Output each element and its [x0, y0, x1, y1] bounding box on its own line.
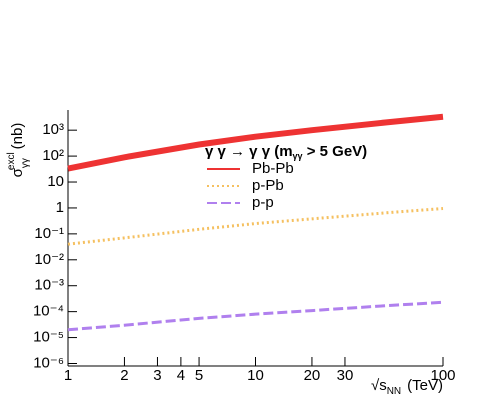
x-tick-label: 2	[120, 367, 128, 384]
series-line	[67, 113, 444, 172]
y-label-sub: γγ	[20, 158, 31, 168]
legend-title-sub: γγ	[293, 151, 303, 161]
y-tick-label: 1	[56, 199, 64, 216]
series-line	[67, 300, 444, 332]
legend-title: γ γ → γ γ (mγγ > 5 GeV)	[205, 143, 367, 161]
y-label-symbol: σ	[9, 167, 26, 177]
legend-title-main: γ γ → γ γ (m	[205, 143, 293, 160]
series-line	[67, 207, 444, 246]
x-label-unit: (TeV)	[407, 377, 443, 394]
x-tick-label: 4	[177, 367, 185, 384]
x-tick-label: 30	[337, 367, 354, 384]
y-axis-label: σγγexcl (nb)	[6, 123, 31, 178]
x-label-root: √s	[371, 377, 387, 394]
x-tick-label: 1	[64, 367, 72, 384]
y-tick-label: 10⁻⁵	[33, 329, 64, 346]
y-tick-label: 10	[47, 173, 64, 190]
y-tick-label: 10⁻²	[34, 251, 64, 268]
y-tick-label: 10⁻¹	[34, 225, 64, 242]
y-label-sup: excl	[6, 152, 17, 170]
x-axis-label: √sNN (TeV)	[371, 377, 443, 397]
y-tick-label: 10³	[42, 121, 64, 138]
x-tick-label: 3	[153, 367, 161, 384]
legend-label: Pb-Pb	[252, 160, 294, 177]
y-label-unit: (nb)	[9, 123, 26, 150]
legend-label: p-p	[252, 194, 274, 211]
legend-title-end: > 5 GeV)	[303, 143, 368, 160]
x-tick-label: 100	[430, 367, 455, 384]
y-tick-label: 10⁻⁴	[33, 303, 64, 320]
legend-label: p-Pb	[252, 177, 284, 194]
y-tick-label: 10²	[42, 147, 64, 164]
x-tick-label: 20	[304, 367, 321, 384]
x-label-sub: NN	[387, 386, 401, 397]
y-tick-label: 10⁻⁶	[33, 354, 64, 371]
y-tick-label: 10⁻³	[34, 277, 64, 294]
x-tick-label: 10	[247, 367, 264, 384]
x-tick-label: 5	[195, 367, 203, 384]
